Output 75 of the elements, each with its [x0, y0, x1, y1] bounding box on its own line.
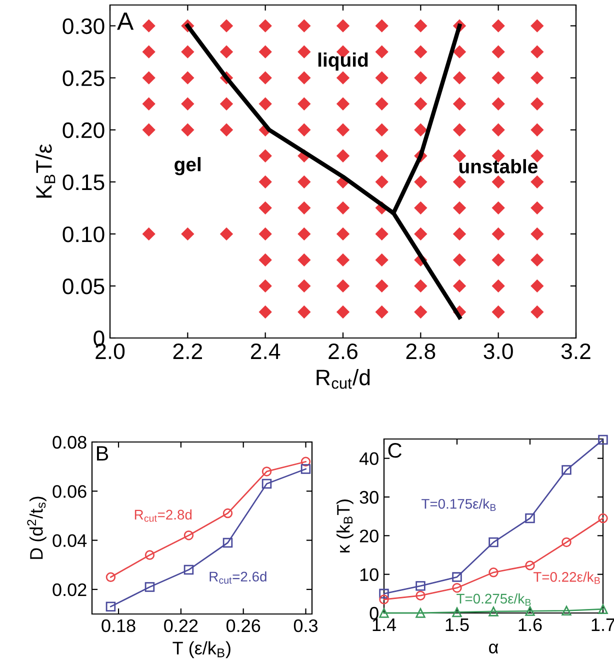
point — [416, 608, 426, 618]
x-tick-label: 0.3 — [294, 619, 318, 632]
y-tick-label: 0.02 — [52, 583, 86, 596]
point — [144, 550, 155, 560]
series-label: R$_{cut}$=2.8d — [134, 509, 192, 522]
y-tick-label: 0 — [370, 606, 378, 620]
y-tick-label: 0.30 — [62, 18, 104, 34]
point — [562, 465, 572, 475]
point — [525, 560, 535, 570]
point — [262, 466, 272, 476]
point — [379, 588, 389, 599]
y-axis-title: κ (k$_{B}$T) — [336, 500, 354, 552]
point — [452, 583, 462, 593]
point — [222, 538, 233, 548]
point — [300, 456, 311, 467]
y-tick-label: 0.10 — [62, 226, 104, 242]
annotation: B — [97, 446, 108, 461]
point — [300, 464, 311, 474]
x-tick-label: 0.22 — [164, 619, 198, 632]
point — [184, 530, 194, 540]
point — [379, 594, 389, 604]
point — [106, 602, 116, 612]
x-axis-title: T (ε/k$_{B}$) — [172, 641, 230, 658]
x-tick-label: 0.18 — [102, 619, 136, 632]
point — [488, 568, 498, 578]
x-tick-label: 1.6 — [518, 618, 542, 632]
point — [452, 572, 462, 582]
y-tick-label: 10 — [360, 568, 378, 582]
series-label: T=0.275ε/k$_{B}$ — [456, 593, 531, 606]
point — [525, 606, 535, 616]
point — [106, 572, 116, 582]
y-tick-label: 0.15 — [62, 174, 104, 190]
point — [416, 590, 426, 600]
y-tick-label: 0.06 — [52, 485, 86, 498]
annotation: A — [117, 12, 134, 30]
x-tick-label: 2.8 — [406, 343, 436, 360]
x-tick-label: 2.2 — [173, 343, 202, 359]
point — [144, 582, 155, 592]
y-tick-label: 40 — [359, 452, 378, 466]
series-label: T=0.175ε/k$_{B}$ — [422, 498, 496, 511]
point — [416, 581, 426, 591]
y-tick-label: 0.25 — [62, 70, 104, 86]
point — [262, 478, 272, 489]
x-tick-label: 1.4 — [372, 618, 396, 631]
point — [562, 606, 572, 616]
x-tick-label: 2.6 — [328, 343, 358, 360]
x-tick-label: 0.26 — [226, 619, 260, 632]
x-tick-label: 3.0 — [484, 343, 513, 360]
point — [452, 607, 462, 618]
series-label: R$_{cut}$=2.6d — [210, 571, 266, 584]
point — [488, 537, 498, 548]
point — [222, 508, 233, 518]
point — [525, 513, 535, 524]
x-tick-label: 1.5 — [446, 618, 469, 632]
y-tick-label: 0.04 — [52, 534, 87, 548]
series-label: T=0.22ε/k$_{B}$ — [533, 572, 600, 584]
y-tick-label: 0.20 — [62, 122, 104, 138]
y-tick-label: 0.08 — [52, 436, 86, 449]
x-axis-title: α — [489, 644, 498, 654]
y-tick-label: 30 — [360, 490, 378, 504]
y-tick-label: 20 — [360, 530, 378, 542]
annotation: unstable — [459, 159, 538, 174]
annotation: liquid — [318, 52, 368, 71]
x-tick-label: 3.2 — [561, 343, 590, 360]
x-tick-label: 2.4 — [251, 343, 280, 359]
point — [184, 564, 194, 575]
point — [488, 606, 498, 616]
annotation: C — [388, 443, 402, 458]
point — [598, 513, 608, 524]
y-axis-title: D (d$^{2}$/t$_{s}$) — [27, 496, 46, 559]
y-axis-title: K$_{B}$T/ε — [36, 144, 56, 198]
annotation: gel — [174, 157, 200, 176]
point — [562, 537, 572, 548]
y-tick-label: 0.05 — [62, 278, 104, 294]
x-axis-title: R$_{cut}$/d — [316, 369, 370, 389]
